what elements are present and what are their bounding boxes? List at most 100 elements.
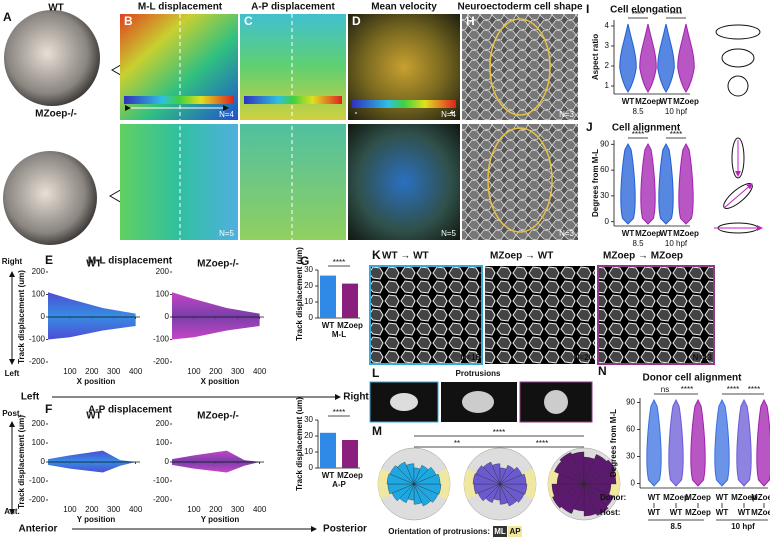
rose-petal (396, 461, 415, 485)
label: ** (454, 439, 460, 448)
label: N=3 (559, 229, 574, 238)
label: 10 hpf (665, 239, 688, 248)
image (240, 14, 346, 120)
shape (727, 75, 749, 97)
tick-label: 400 (129, 367, 143, 376)
rose-petal (583, 471, 617, 485)
label: M-L displacement (138, 2, 223, 13)
label: **** (670, 130, 682, 139)
tick-label: 10 (304, 297, 313, 306)
tick-label: 0 (605, 217, 610, 226)
tick-label: -100 (29, 335, 46, 344)
label: WT (660, 229, 673, 238)
tick-label: 0 (41, 457, 46, 466)
cell (462, 391, 494, 413)
tick-label: -200 (29, 357, 46, 366)
rose-petal (499, 473, 527, 485)
tick-label: 90 (600, 139, 609, 148)
tick-label: 90 (626, 398, 635, 407)
label: Left (21, 392, 40, 403)
label: WT (660, 97, 673, 106)
label: Ant. (4, 507, 20, 516)
label: 8.5 (632, 239, 644, 248)
rose-petal (413, 483, 439, 503)
label: N=3 (559, 110, 574, 119)
tick-label: 60 (626, 425, 635, 434)
rose-petal (482, 461, 501, 485)
label: MZoep (337, 471, 363, 480)
label: Aspect ratio (591, 34, 600, 80)
label: MZoep (731, 493, 757, 502)
label: Degrees from M-L (591, 149, 600, 217)
label: Y position (77, 515, 116, 524)
violin (619, 23, 637, 94)
rose-petal (492, 463, 501, 485)
label: 10 hpf (731, 522, 755, 531)
label: I (586, 2, 589, 16)
label: Right (2, 257, 23, 266)
label: M (372, 424, 382, 438)
label: J (586, 120, 593, 134)
rose-petal (413, 483, 422, 505)
label: MZoep-/- (197, 259, 239, 270)
cell (390, 393, 418, 411)
tick-label: 400 (253, 367, 267, 376)
label: M-L (332, 330, 346, 339)
shape (721, 48, 755, 68)
key (508, 526, 522, 537)
tick-label: 200 (85, 505, 99, 514)
violin (690, 398, 706, 487)
label: Donor cell alignment (643, 373, 743, 384)
tick-label: 300 (231, 505, 245, 514)
label: 10 hpf (665, 107, 688, 116)
image (120, 14, 238, 120)
label: G (300, 254, 309, 268)
image (120, 124, 238, 240)
label: Track displacement (um) (17, 270, 26, 364)
label: **** (748, 385, 760, 394)
rose-petal (499, 483, 518, 507)
rose-petal (571, 451, 585, 485)
rose-petal (583, 459, 616, 485)
label: ML (494, 527, 506, 536)
colorbar (244, 96, 342, 104)
rose-petal (386, 473, 415, 485)
violin (677, 23, 695, 94)
tick-label: 2 (605, 61, 610, 70)
rose-petal (406, 463, 415, 485)
tick-label: 300 (107, 367, 121, 376)
tick-label: 100 (63, 367, 77, 376)
scatter-cloud (172, 292, 260, 340)
tick-label: 100 (156, 290, 170, 299)
tick-label: 100 (187, 367, 201, 376)
tick-label: 200 (32, 267, 46, 276)
label: A (3, 10, 12, 24)
tick-label: 3 (605, 41, 610, 50)
label: N (598, 364, 607, 378)
label: Cell elongation (610, 5, 682, 16)
image (462, 14, 578, 120)
label: WT (716, 493, 729, 502)
tick-label: 200 (156, 419, 170, 428)
tick-label: 200 (156, 267, 170, 276)
label: MZoep (751, 508, 770, 517)
label: Right (343, 392, 369, 403)
label: MZoep (685, 493, 711, 502)
label: A-P displacement (251, 2, 335, 13)
label: Posterior (323, 524, 367, 535)
label: WT (622, 229, 635, 238)
embryo-image (4, 10, 100, 106)
label: MZoep → MZoep (603, 251, 683, 262)
rose-petal (583, 483, 597, 517)
rose-petal (413, 473, 441, 485)
tick-label: 200 (85, 367, 99, 376)
label: N=4 (219, 110, 234, 119)
label: WT (48, 3, 64, 14)
colorbar (124, 96, 234, 104)
label: **** (632, 10, 644, 19)
label: - (355, 108, 358, 117)
label: N=4 (441, 110, 456, 119)
tick-label: -200 (153, 357, 170, 366)
violin (657, 23, 675, 94)
label: Mean velocity (371, 2, 437, 13)
